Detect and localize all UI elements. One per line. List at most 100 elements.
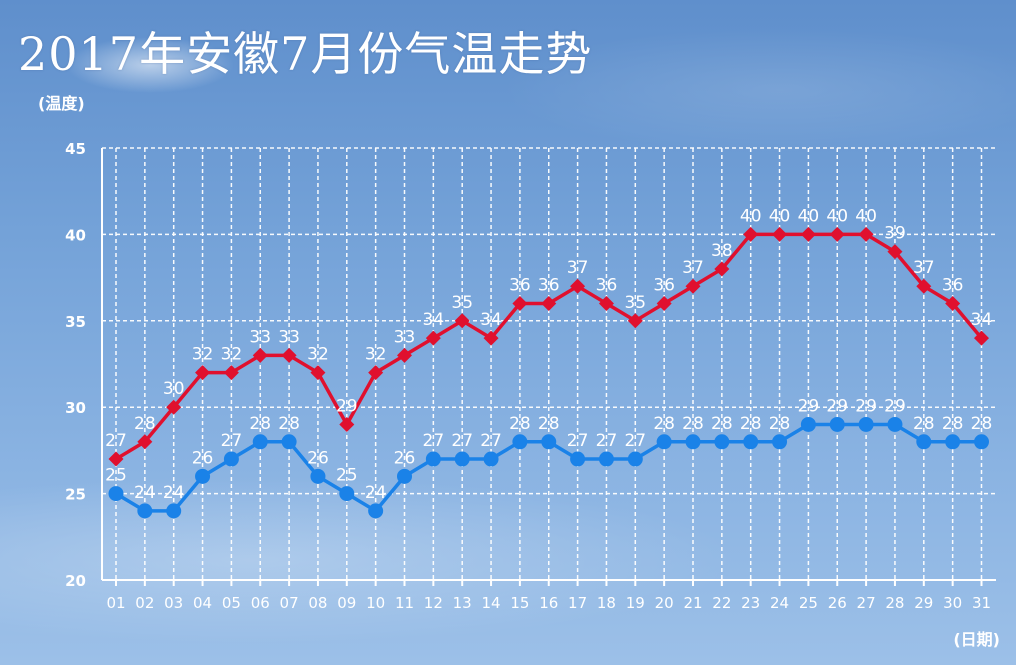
x-tick-label: 03 <box>164 594 183 612</box>
x-tick-label: 22 <box>712 594 731 612</box>
low-temperature-marker <box>598 451 614 467</box>
low-temperature-marker <box>397 468 412 484</box>
y-tick-label: 30 <box>65 399 86 417</box>
low-data-label: 28 <box>769 414 791 434</box>
high-data-label: 33 <box>394 327 416 347</box>
low-data-label: 26 <box>307 448 329 468</box>
high-temperature-marker <box>339 416 355 432</box>
x-tick-label: 25 <box>799 594 818 612</box>
high-temperature-marker <box>887 244 903 260</box>
high-data-label: 37 <box>913 258 935 278</box>
low-temperature-marker <box>137 503 153 519</box>
x-tick-label: 08 <box>308 594 327 612</box>
low-data-label: 29 <box>884 396 906 416</box>
high-data-label: 32 <box>221 345 243 365</box>
low-temperature-marker <box>252 434 268 450</box>
low-data-label: 29 <box>855 396 877 416</box>
high-temperature-marker <box>137 434 153 450</box>
low-data-label: 29 <box>826 396 848 416</box>
low-temperature-marker <box>829 416 845 432</box>
high-data-label: 29 <box>336 396 358 416</box>
high-data-label: 34 <box>971 310 993 330</box>
low-data-label: 28 <box>942 414 964 434</box>
low-temperature-marker <box>887 416 903 432</box>
high-temperature-marker <box>397 347 412 363</box>
x-tick-label: 28 <box>885 594 904 612</box>
low-temperature-marker <box>281 434 297 450</box>
high-temperature-marker <box>570 278 586 294</box>
low-data-label: 27 <box>567 431 589 451</box>
low-data-label: 28 <box>538 414 560 434</box>
high-data-label: 37 <box>682 258 704 278</box>
high-data-label: 27 <box>105 431 127 451</box>
low-data-label: 28 <box>682 414 704 434</box>
low-temperature-marker <box>512 434 528 450</box>
low-temperature-marker <box>743 434 759 450</box>
low-data-label: 27 <box>423 431 445 451</box>
low-data-label: 25 <box>336 466 358 486</box>
low-temperature-marker <box>916 434 932 450</box>
high-temperature-marker <box>685 278 701 294</box>
y-axis-label: (温度) <box>38 94 85 113</box>
high-data-label: 40 <box>855 206 877 226</box>
x-tick-label: 13 <box>453 594 472 612</box>
high-data-label: 37 <box>567 258 589 278</box>
low-data-label: 28 <box>249 414 271 434</box>
low-temperature-marker <box>195 468 211 484</box>
low-data-label: 28 <box>653 414 675 434</box>
low-data-label: 24 <box>163 483 185 503</box>
low-temperature-marker <box>454 451 470 467</box>
x-tick-label: 27 <box>857 594 876 612</box>
low-data-label: 28 <box>740 414 762 434</box>
low-temperature-marker <box>166 503 182 519</box>
high-temperature-marker <box>945 296 961 312</box>
high-temperature-marker <box>166 399 182 415</box>
x-tick-label: 10 <box>366 594 385 612</box>
high-temperature-marker <box>512 296 528 312</box>
low-temperature-marker <box>339 486 355 502</box>
y-tick-label: 20 <box>65 572 86 590</box>
high-data-label: 36 <box>509 276 531 296</box>
high-data-label: 36 <box>538 276 560 296</box>
high-temperature-marker <box>829 226 845 242</box>
low-temperature-marker <box>974 434 989 450</box>
low-data-label: 28 <box>711 414 733 434</box>
low-temperature-marker <box>656 434 672 450</box>
x-tick-label: 06 <box>251 594 270 612</box>
low-data-label: 26 <box>394 448 416 468</box>
low-data-label: 29 <box>798 396 820 416</box>
x-tick-label: 29 <box>914 594 933 612</box>
high-data-label: 40 <box>826 206 848 226</box>
high-temperature-marker <box>916 278 932 294</box>
low-data-label: 27 <box>624 431 646 451</box>
low-temperature-marker <box>108 486 124 502</box>
high-data-label: 34 <box>480 310 502 330</box>
x-tick-label: 23 <box>741 594 760 612</box>
high-data-label: 40 <box>798 206 820 226</box>
low-temperature-marker <box>223 451 239 467</box>
high-temperature-marker <box>281 347 297 363</box>
low-temperature-marker <box>800 416 816 432</box>
x-tick-label: 14 <box>482 594 501 612</box>
low-temperature-marker <box>685 434 701 450</box>
high-data-label: 36 <box>653 276 675 296</box>
low-data-label: 26 <box>192 448 214 468</box>
x-tick-label: 16 <box>539 594 558 612</box>
y-tick-label: 45 <box>65 140 86 158</box>
high-temperature-marker <box>858 226 874 242</box>
x-tick-label: 04 <box>193 594 212 612</box>
x-tick-label: 19 <box>626 594 645 612</box>
high-temperature-marker <box>974 330 989 346</box>
x-tick-label: 15 <box>510 594 529 612</box>
high-temperature-marker <box>656 296 672 312</box>
low-temperature-marker <box>627 451 643 467</box>
high-temperature-marker <box>223 365 239 381</box>
y-tick-label: 35 <box>65 313 86 331</box>
low-data-label: 24 <box>134 483 156 503</box>
high-temperature-marker <box>425 330 441 346</box>
high-temperature-marker <box>800 226 816 242</box>
low-data-label: 28 <box>913 414 935 434</box>
x-tick-label: 11 <box>395 594 414 612</box>
low-temperature-marker <box>541 434 557 450</box>
low-temperature-marker <box>570 451 586 467</box>
